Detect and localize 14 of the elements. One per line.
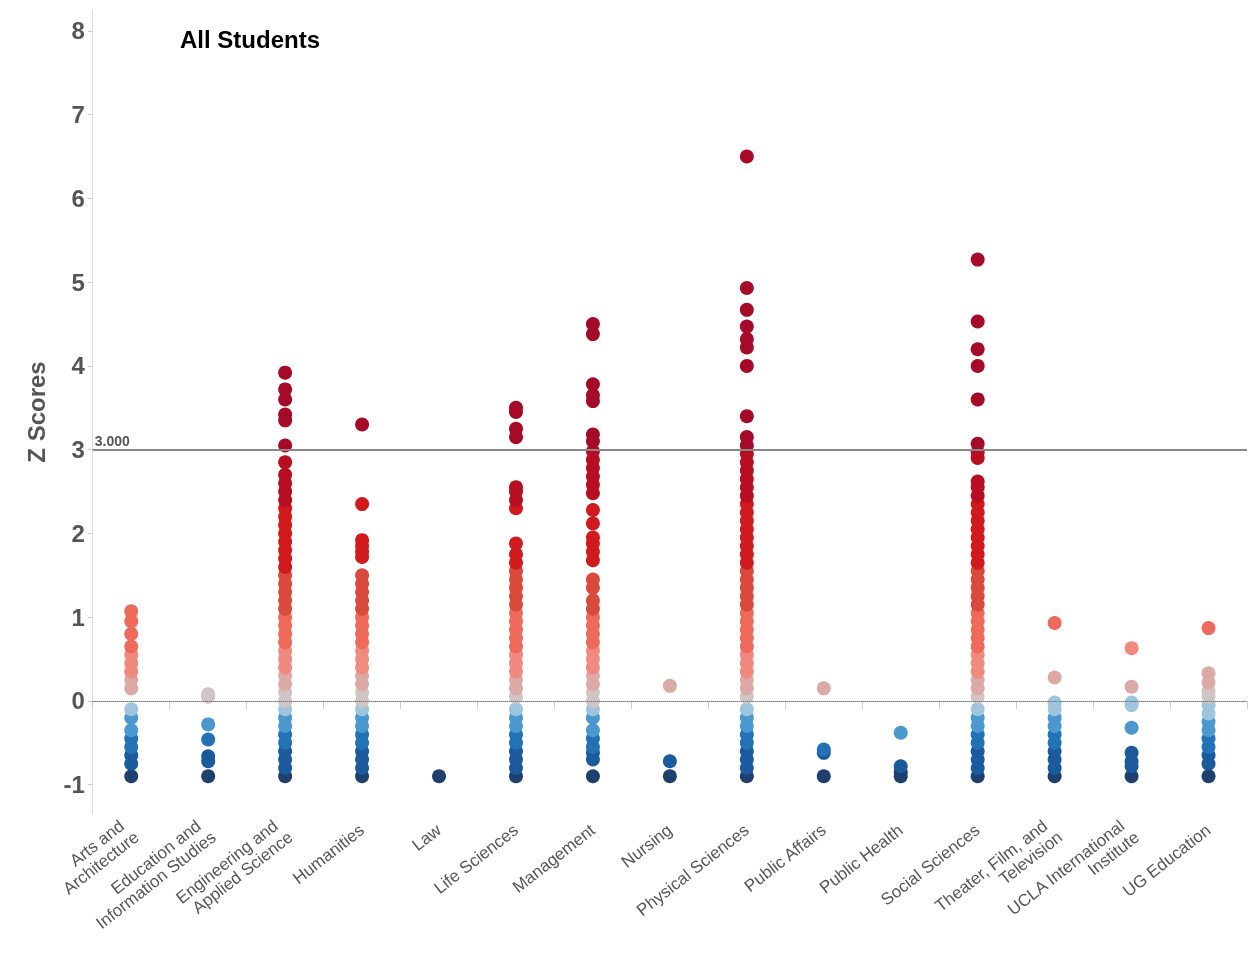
text: All Students	[180, 25, 321, 53]
ref-line-label: 3.000	[94, 432, 130, 449]
x-tick-label: Law	[408, 820, 446, 855]
y-tick-label: 6	[71, 184, 85, 212]
y-tick-label: 4	[71, 352, 86, 380]
y-tick-label: 5	[71, 268, 85, 296]
y-tick-label: 3	[71, 436, 85, 464]
y-tick-label: -1	[63, 771, 85, 799]
y-axis-title: Z Scores	[23, 361, 51, 463]
y-tick-label: 8	[71, 17, 85, 45]
y-tick-label: 7	[71, 101, 85, 129]
y-tick-label: 1	[71, 603, 85, 631]
y-tick-label: 0	[71, 687, 85, 715]
y-tick-label: 2	[71, 519, 85, 547]
